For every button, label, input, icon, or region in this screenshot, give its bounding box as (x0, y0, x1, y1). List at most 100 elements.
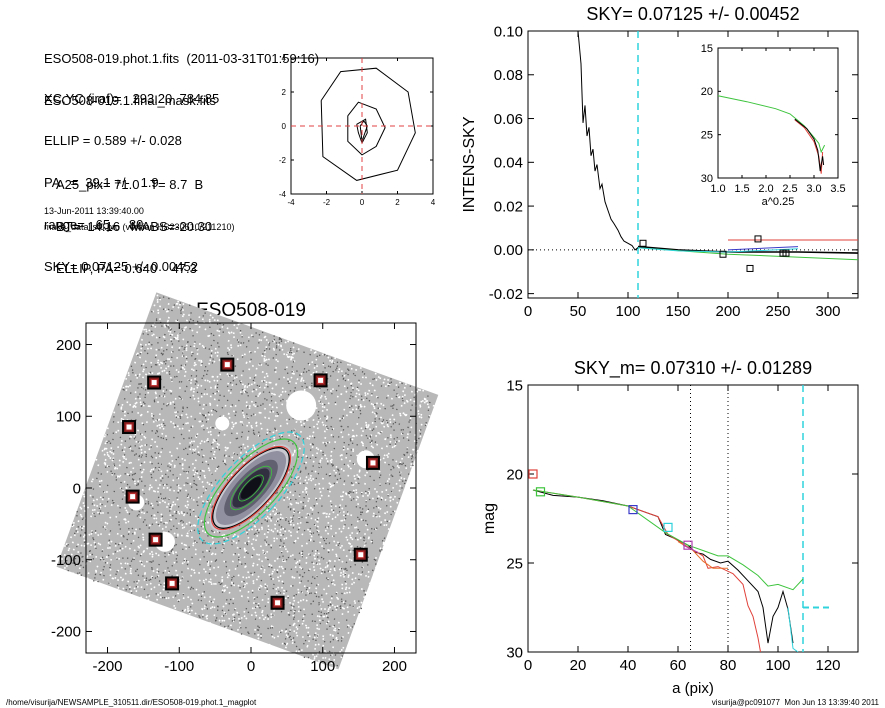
sky-marker (754, 235, 762, 243)
galaxy-xtick-label: 200 (382, 658, 407, 675)
sky-ytick-label: 0.06 (494, 111, 523, 128)
inset-ytick-label: 15 (701, 43, 713, 55)
mag-series-orange (677, 541, 728, 569)
contour-ytick-label: 2 (282, 88, 287, 97)
inset-xtick-label: 1.0 (710, 183, 725, 195)
sky-ylabel: INTENS-SKY (461, 116, 478, 212)
contour-ytick-label: -4 (279, 190, 287, 199)
info-line: range= 65.- 80. (44, 217, 147, 232)
sky-xtick-label: 150 (665, 303, 690, 320)
sky-title: SKY= 0.07125 +/- 0.00452 (586, 4, 799, 24)
sky-marker (639, 239, 647, 247)
mag-marker (535, 487, 546, 497)
sky-ytick-label: 0.00 (494, 242, 523, 259)
galaxy-ytick-label: 0 (73, 480, 81, 497)
mag-xtick-label: 0 (524, 657, 532, 674)
inset-frame (717, 47, 839, 179)
galaxy-inner-ellipse (229, 465, 273, 511)
mag-xtick-label: 40 (620, 657, 637, 674)
inset-xtick-label: 2.5 (782, 183, 797, 195)
sky-frame (527, 30, 859, 299)
info-line: ELLIP = 0.589 +/- 0.028 (44, 133, 182, 148)
contour-xtick-label: 4 (431, 198, 436, 207)
galaxy-ellipse (212, 447, 290, 529)
contour-line (347, 101, 386, 156)
galaxy-body (197, 431, 305, 545)
galaxy-ytick-label: -100 (51, 552, 81, 569)
galaxy-ellipse (210, 445, 292, 531)
sky-xtick-label: 0 (524, 303, 532, 320)
sky-marker (719, 250, 727, 258)
mag-xtick-label: 120 (815, 657, 840, 674)
sky-ytick-label: 0.08 (494, 67, 523, 84)
info-line: ESO508-019.1.final_mask.fits (44, 93, 216, 108)
galaxy-field-hole (286, 390, 317, 421)
mag-xlabel: a (pix) (672, 680, 714, 697)
footer-path: /home/visurija/NEWSAMPLE_310511.dir/ESO5… (6, 698, 257, 707)
mask-square-inner (369, 459, 377, 467)
mag-ytick-label: 20 (506, 466, 523, 483)
mask-square-inner (150, 379, 158, 387)
galaxy-ellipse (203, 438, 299, 538)
mask-square-inner (357, 551, 365, 559)
inset-xtick-label: 3.5 (830, 183, 845, 195)
mag-xtick-label: 100 (765, 657, 790, 674)
inset-ytick-label: 20 (701, 86, 713, 98)
inset-xlabel: a^0.25 (762, 196, 795, 208)
contour-ytick-label: 4 (282, 54, 287, 63)
mag-marker (663, 522, 673, 533)
galaxy-field-hole (215, 416, 230, 431)
mag-marker (683, 540, 693, 550)
galaxy-field-speckle (60, 294, 435, 670)
inset-ytick-label: 30 (701, 173, 713, 185)
mag-frame (527, 384, 859, 653)
sky-xtick-label: 50 (570, 303, 587, 320)
sky-marker (782, 249, 790, 257)
inset-series (717, 95, 826, 154)
sky-ytick-label: 0.02 (494, 198, 523, 215)
galaxy-ytick-label: 100 (56, 409, 81, 426)
sky-ytick-label: 0.10 (494, 23, 523, 40)
sky-xtick-label: 250 (765, 303, 790, 320)
mag-ytick-label: 25 (506, 555, 523, 572)
mask-square-inner (125, 423, 133, 431)
info-block-derived: A25_pix= 71.0 T= 8.7 B BT= 14.16 MABS=-2… (56, 150, 212, 290)
inset-ytick-label: 25 (701, 130, 713, 142)
sky-xtick-label: 100 (615, 303, 640, 320)
mag-xtick-label: 60 (670, 657, 687, 674)
galaxy-inner-ellipse (238, 474, 264, 502)
galaxy-title: ESO508-019 (196, 300, 306, 321)
info-line: XC,YC (iraf)= 293.20, 784.85 (44, 91, 220, 106)
mag-ytick-label: 15 (506, 377, 523, 394)
info-line: A25_pix= 71.0 T= 8.7 B (56, 177, 204, 192)
contour-xtick-label: 2 (395, 198, 400, 207)
mag-ytick-label: 30 (506, 644, 523, 661)
info-date: 13-Jun-2011 13:39:40.00 (44, 206, 144, 216)
inset-series (794, 118, 825, 172)
footer-user: visurija@pc091077 Mon Jun 13 13:39:40 20… (711, 698, 879, 707)
contour-xtick-label: -2 (323, 198, 331, 207)
galaxy-ytick-label: 200 (56, 337, 81, 354)
contour-xtick-label: -4 (287, 198, 295, 207)
sky-series-blue (727, 246, 799, 251)
galaxy-ytick-label: -200 (51, 624, 81, 641)
contour-ytick-label: -2 (279, 156, 287, 165)
inset-series (794, 119, 824, 174)
contour-ytick-label: 0 (282, 122, 287, 131)
galaxy-xtick-label: -200 (93, 658, 123, 675)
mask-square-inner (129, 493, 137, 501)
sky-ytick-label: 0.04 (494, 155, 523, 172)
mag-marker (528, 469, 538, 479)
galaxy-isophote-fill (240, 477, 262, 499)
mag-ylabel: mag (481, 503, 498, 534)
mask-square-inner (168, 579, 176, 587)
inset-xtick-label: 2.0 (758, 183, 773, 195)
mag-xtick-label: 20 (570, 657, 587, 674)
sky-series-profile (577, 31, 639, 251)
mask-square-inner (317, 376, 325, 384)
contour-xtick-label: 0 (360, 198, 365, 207)
galaxy-ellipse (197, 431, 305, 545)
